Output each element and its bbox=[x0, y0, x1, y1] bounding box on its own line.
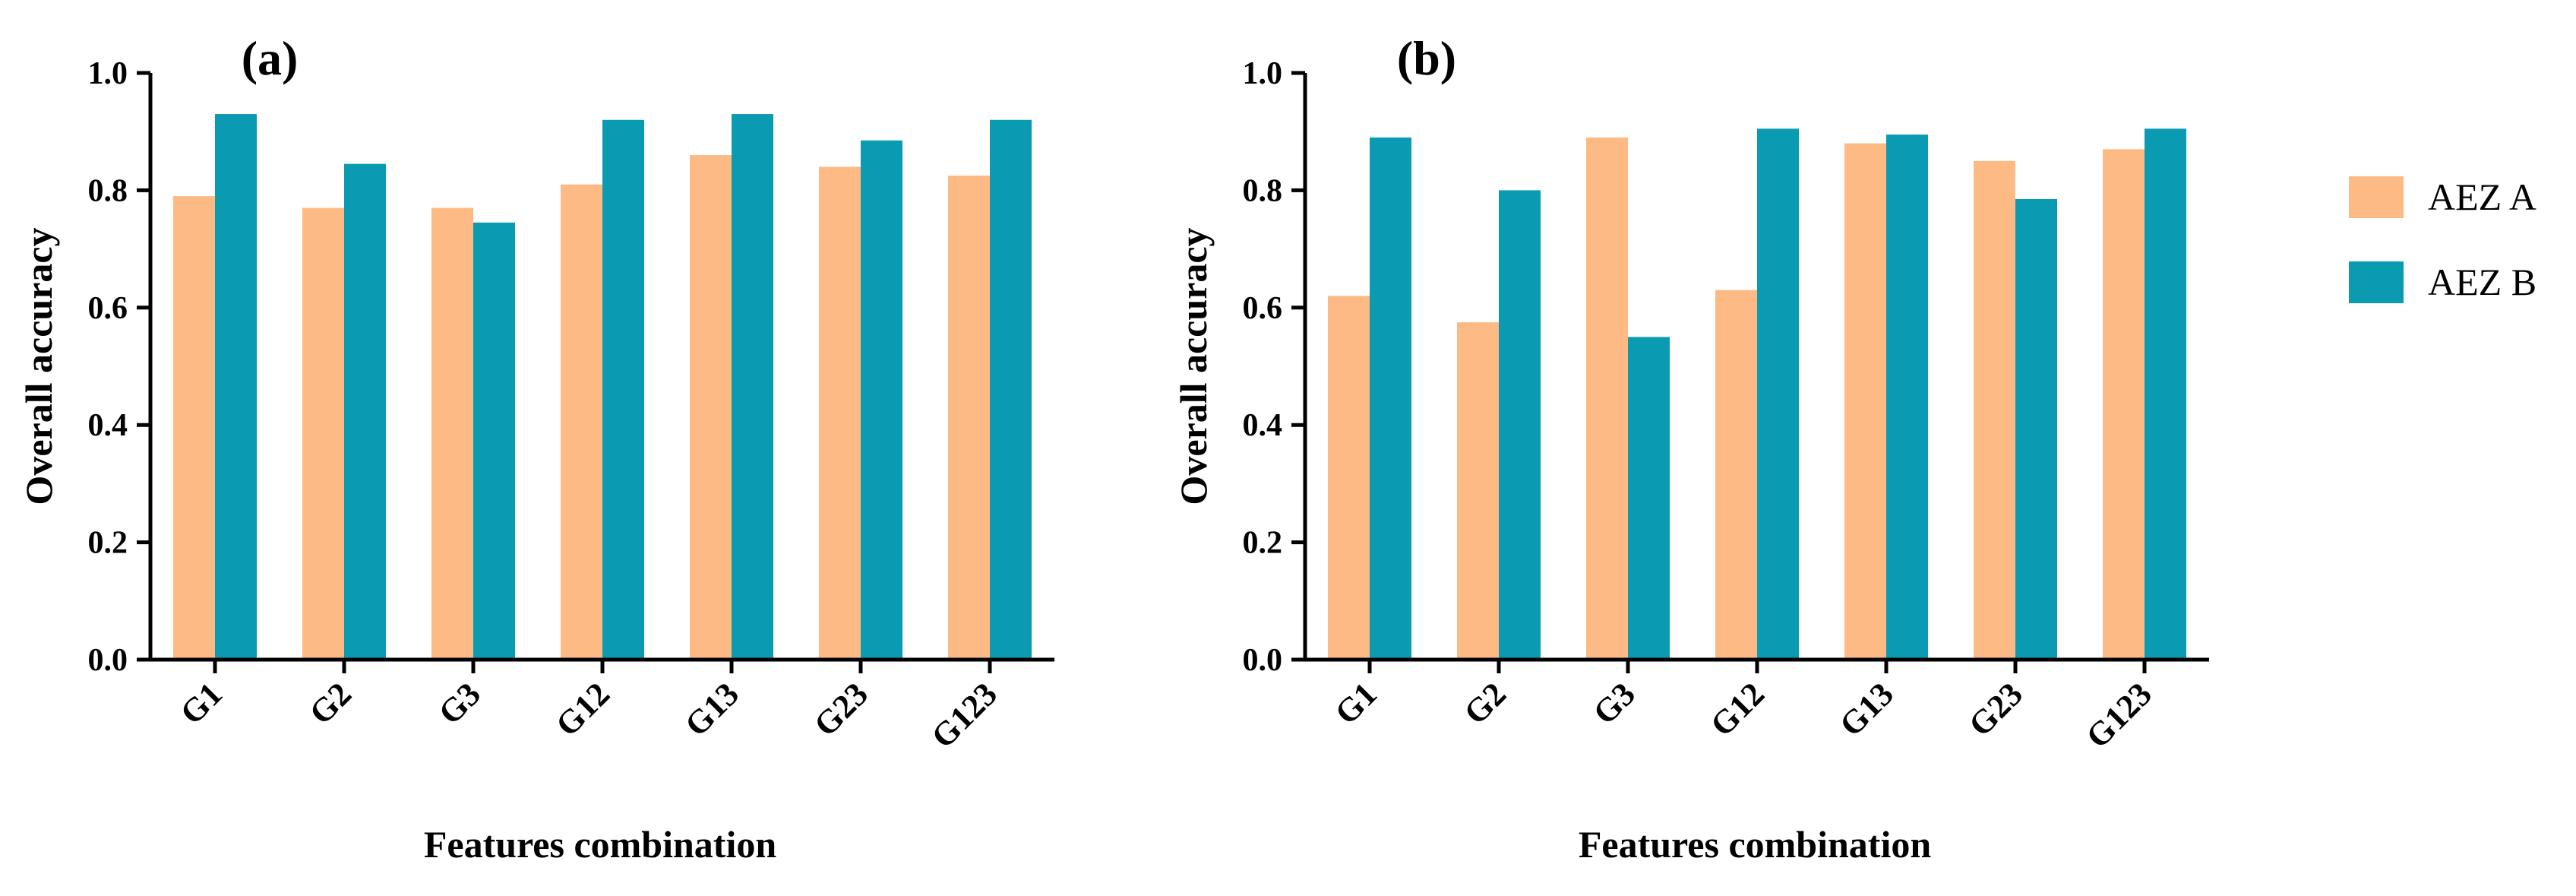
bar-aez-b-g23 bbox=[2015, 198, 2057, 660]
bar-aez-a-g3 bbox=[1586, 137, 1628, 660]
bar-aez-b-g3 bbox=[1628, 337, 1670, 660]
x-tick-label: G2 bbox=[302, 675, 359, 731]
bar-aez-b-g12 bbox=[1757, 128, 1799, 660]
x-tick-label: G13 bbox=[1832, 675, 1901, 743]
chart-panel-a: 0.0 0.2 0.4 0.6 0.8 1.0 G1 G2 G3 G12 G13 G23 G123 Ove… bbox=[17, 31, 1054, 866]
bar-aez-b-g1 bbox=[215, 114, 257, 660]
y-tick-label: 0.2 bbox=[1243, 526, 1283, 561]
y-tick-label: 0.6 bbox=[88, 291, 128, 326]
x-tick-label: G3 bbox=[1586, 675, 1642, 731]
x-tick-label: G3 bbox=[431, 675, 488, 731]
y-tick-label: 0.0 bbox=[1243, 643, 1283, 678]
chart-panel-b: 0.0 0.2 0.4 0.6 0.8 1.0 G1 G2 G3 G12 G13 G23 G123 Ove… bbox=[1172, 31, 2209, 866]
bar-aez-b-g12 bbox=[602, 119, 644, 660]
panel-label: (b) bbox=[1397, 31, 1456, 85]
bar-aez-a-g123 bbox=[948, 176, 990, 660]
bar-aez-a-g12 bbox=[561, 184, 602, 660]
y-tick-label: 0.4 bbox=[88, 408, 128, 443]
panel-label: (a) bbox=[242, 31, 299, 85]
bar-aez-b-g2 bbox=[344, 163, 386, 660]
x-tick-label: G12 bbox=[1703, 675, 1772, 743]
x-tick-label: G13 bbox=[678, 675, 746, 743]
bar-aez-b-g13 bbox=[1886, 135, 1928, 660]
bar-aez-b-g13 bbox=[732, 114, 773, 660]
bar-aez-a-g3 bbox=[431, 207, 473, 660]
x-tick-label: G23 bbox=[807, 675, 875, 743]
y-tick-label: 0.8 bbox=[88, 173, 128, 208]
x-tick-label: G123 bbox=[2079, 675, 2160, 755]
legend-swatch-aez-b bbox=[2349, 261, 2404, 303]
y-tick-label: 1.0 bbox=[88, 56, 128, 91]
y-axis-title: Overall accuracy bbox=[1172, 227, 1215, 505]
x-tick-label: G1 bbox=[1328, 675, 1384, 731]
x-tick-label: G12 bbox=[548, 675, 617, 743]
x-tick-label: G123 bbox=[925, 675, 1005, 755]
legend-label: AEZ A bbox=[2428, 176, 2536, 218]
bar-aez-a-g123 bbox=[2103, 149, 2145, 660]
bar-aez-a-g2 bbox=[302, 207, 344, 660]
bar-aez-a-g23 bbox=[1974, 160, 2015, 660]
y-axis-title: Overall accuracy bbox=[17, 227, 60, 505]
bar-aez-b-g123 bbox=[990, 119, 1032, 660]
bar-aez-a-g12 bbox=[1715, 290, 1757, 660]
y-tick-label: 0.2 bbox=[88, 526, 128, 561]
y-tick-label: 1.0 bbox=[1243, 56, 1283, 91]
bar-aez-b-g23 bbox=[861, 140, 902, 660]
x-tick-label: G1 bbox=[173, 675, 229, 731]
bar-aez-a-g13 bbox=[690, 155, 732, 660]
y-tick-label: 0.0 bbox=[88, 643, 128, 678]
legend: AEZ A AEZ B bbox=[2349, 176, 2536, 303]
bar-aez-a-g1 bbox=[1328, 296, 1370, 660]
bar-aez-b-g3 bbox=[473, 222, 515, 660]
x-axis-title: Features combination bbox=[424, 823, 777, 866]
y-tick-label: 0.4 bbox=[1243, 408, 1283, 443]
legend-swatch-aez-a bbox=[2349, 176, 2404, 218]
bar-aez-b-g123 bbox=[2145, 128, 2186, 660]
legend-label: AEZ B bbox=[2428, 261, 2536, 303]
bar-aez-b-g2 bbox=[1499, 190, 1541, 660]
y-tick-label: 0.6 bbox=[1243, 291, 1283, 326]
x-axis-title: Features combination bbox=[1579, 823, 1932, 866]
bar-aez-b-g1 bbox=[1370, 137, 1411, 660]
bar-aez-a-g13 bbox=[1844, 143, 1886, 660]
bar-aez-a-g1 bbox=[173, 196, 215, 660]
x-tick-label: G23 bbox=[1961, 675, 2030, 743]
x-tick-label: G2 bbox=[1457, 675, 1513, 731]
y-tick-label: 0.8 bbox=[1243, 173, 1283, 208]
bar-aez-a-g2 bbox=[1457, 322, 1499, 660]
bar-aez-a-g23 bbox=[819, 166, 861, 660]
